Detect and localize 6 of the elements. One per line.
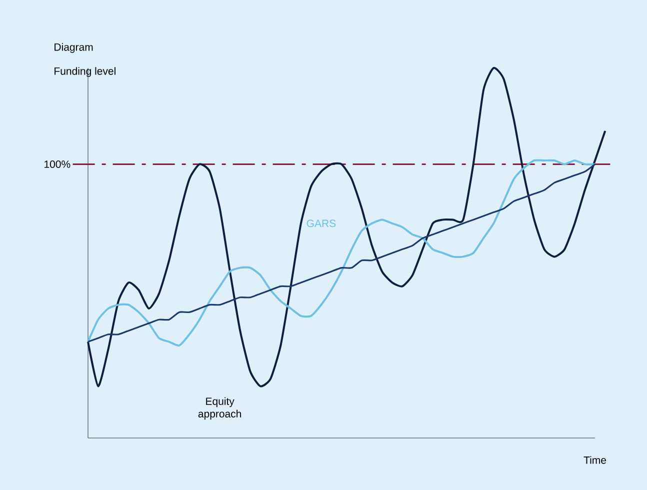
x-axis-title: Time — [584, 456, 606, 464]
text: GARS — [306, 220, 336, 228]
text: 100% — [44, 160, 70, 168]
text: Equity approach — [198, 397, 242, 420]
chart-title: Diagram — [54, 43, 93, 53]
y-axis-title: Funding level — [54, 67, 116, 77]
